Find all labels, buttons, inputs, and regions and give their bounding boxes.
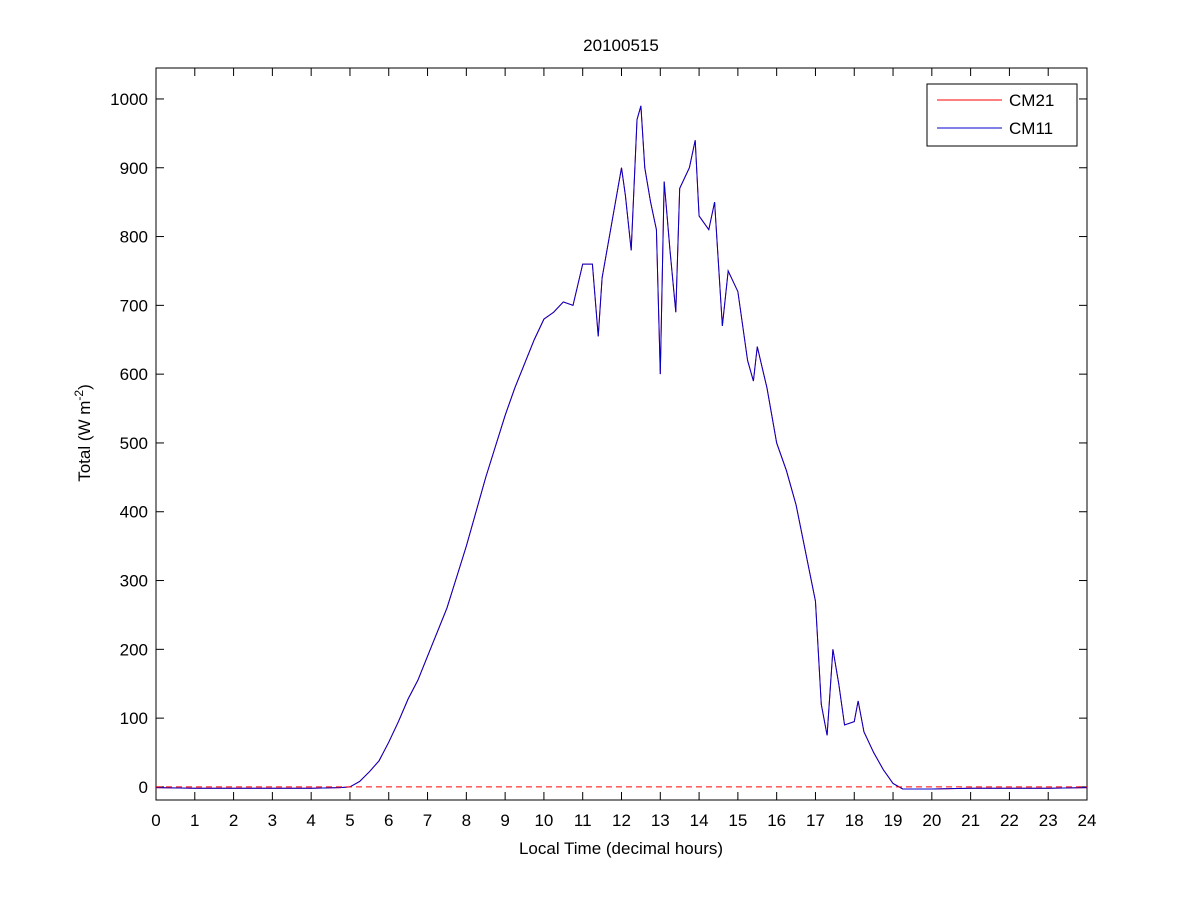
x-tick-label: 6 bbox=[384, 811, 393, 830]
x-tick-label: 16 bbox=[767, 811, 786, 830]
x-tick-label: 24 bbox=[1078, 811, 1097, 830]
legend-label: CM21 bbox=[1009, 91, 1054, 110]
x-tick-label: 19 bbox=[884, 811, 903, 830]
legend-label: CM11 bbox=[1009, 119, 1053, 138]
chart-title: 20100515 bbox=[583, 36, 659, 55]
x-tick-label: 22 bbox=[1000, 811, 1019, 830]
y-tick-label: 200 bbox=[120, 640, 148, 659]
x-tick-label: 1 bbox=[190, 811, 199, 830]
x-tick-label: 20 bbox=[922, 811, 941, 830]
y-tick-label: 400 bbox=[120, 503, 148, 522]
x-tick-label: 2 bbox=[229, 811, 238, 830]
y-label-sup: -2 bbox=[72, 390, 86, 401]
x-tick-label: 3 bbox=[268, 811, 277, 830]
series-line bbox=[155, 105, 1088, 790]
y-tick-label: 700 bbox=[120, 296, 148, 315]
x-tick-label: 7 bbox=[423, 811, 432, 830]
y-axis-label: Total (W m-2) bbox=[72, 384, 94, 482]
x-tick-label: 11 bbox=[574, 811, 592, 830]
x-tick-label: 8 bbox=[462, 811, 471, 830]
y-tick-label: 500 bbox=[120, 434, 148, 453]
x-tick-label: 12 bbox=[612, 811, 631, 830]
plot-area bbox=[155, 67, 1088, 801]
y-label-part: Total (W m bbox=[75, 401, 94, 482]
y-tick-label: 100 bbox=[120, 709, 148, 728]
x-axis-label: Local Time (decimal hours) bbox=[519, 839, 723, 858]
y-tick-label: 300 bbox=[120, 572, 148, 591]
y-tick-label: 1000 bbox=[110, 90, 148, 109]
x-tick-label: 23 bbox=[1039, 811, 1058, 830]
x-tick-label: 10 bbox=[534, 811, 553, 830]
x-tick-label: 5 bbox=[345, 811, 354, 830]
x-tick-label: 9 bbox=[500, 811, 509, 830]
x-tick-label: 4 bbox=[306, 811, 315, 830]
legend-box bbox=[926, 83, 1078, 147]
x-tick-label: 0 bbox=[151, 811, 160, 830]
y-tick-label: 0 bbox=[139, 778, 148, 797]
y-label-part: ) bbox=[75, 384, 94, 390]
y-tick-label: 800 bbox=[120, 228, 148, 247]
y-tick-label: 600 bbox=[120, 365, 148, 384]
x-tick-label: 14 bbox=[690, 811, 709, 830]
x-tick-label: 15 bbox=[728, 811, 747, 830]
x-tick-label: 21 bbox=[961, 811, 980, 830]
x-tick-label: 18 bbox=[845, 811, 864, 830]
y-tick-label: 900 bbox=[120, 159, 148, 178]
x-tick-label: 13 bbox=[651, 811, 670, 830]
x-tick-label: 17 bbox=[806, 811, 825, 830]
